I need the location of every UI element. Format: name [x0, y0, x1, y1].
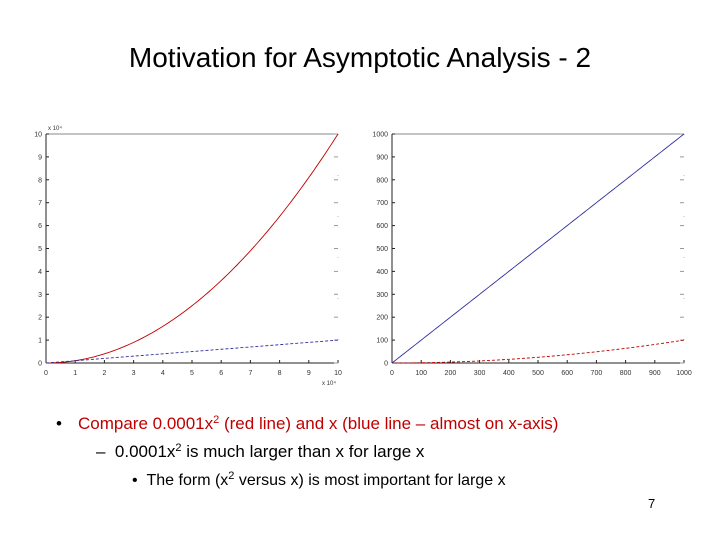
chart-right-ytick-label: 100: [376, 338, 388, 345]
chart-right-ytick-label: 400: [376, 269, 388, 276]
chart-left-svg: 0 1 2 3 4 5 6 7 8 9 10 0 1 2 3 4 5 6 7 8 9 10 x 10⁴ x 10⁴: [34, 125, 342, 387]
chart-left-ytick-label: 8: [38, 177, 42, 184]
bullet-1-sup: 2: [213, 414, 220, 426]
slide-title: Motivation for Asymptotic Analysis - 2: [128, 42, 592, 73]
bullet-2-sup: 2: [175, 442, 182, 454]
chart-right-ytick-label: 0: [384, 361, 388, 368]
chart-left: 0 1 2 3 4 5 6 7 8 9 10 0 1 2 3 4 5 6 7 8 9 10 x 10⁴ x 10⁴: [28, 120, 348, 395]
chart-left-ytick-label: 9: [38, 154, 42, 161]
bullet-3: • The form (x2 versus x) is most importa…: [132, 470, 506, 490]
chart-right-ytick-label: 600: [376, 223, 388, 230]
slide-number: 7: [648, 496, 656, 511]
bullet-3-marker: •: [132, 472, 138, 489]
chart-right-xtick-label: 800: [620, 370, 632, 377]
chart-left-xtick-label: 0: [44, 370, 48, 377]
chart-right-svg: 0 100 200 300 400 500 600 700 800 900 1000 0 100 200 3…: [372, 132, 692, 378]
chart-right-ytick-label: 800: [376, 177, 388, 184]
chart-right-xtick-label: 200: [445, 370, 457, 377]
chart-right-series-x-line: [391, 133, 685, 364]
chart-right-xtick-label: 600: [561, 370, 573, 377]
chart-right-xtick-label: 1000: [676, 370, 692, 377]
chart-right: 0 100 200 300 400 500 600 700 800 900 1000 0 100 200 3…: [368, 120, 698, 395]
chart-right-ytick-label: 500: [376, 246, 388, 253]
bullet-1-text-a: Compare 0.0001x: [78, 414, 214, 433]
chart-right-xtick-label: 0: [390, 370, 394, 377]
chart-right-ytick-label: 900: [376, 154, 388, 161]
chart-right-xtick-label: 300: [474, 370, 486, 377]
chart-left-ytick-label: 6: [38, 223, 42, 230]
bullet-2-marker: –: [96, 442, 106, 461]
bullet-3-text-b: versus x) is most important for large x: [234, 472, 506, 489]
chart-left-ytick-label: 1: [38, 338, 42, 345]
bullet-1-marker: •: [56, 414, 62, 433]
chart-right-ytick-label: 700: [376, 200, 388, 207]
bullet-3-sup: 2: [228, 470, 235, 482]
chart-right-xtick-label: 100: [415, 370, 427, 377]
chart-left-ytick-label: 5: [38, 246, 42, 253]
chart-left-series-x-squared-line: [45, 133, 339, 364]
chart-left-ytick-label: 10: [34, 132, 42, 139]
bullet-1: • Compare 0.0001x2 (red line) and x (blue…: [56, 414, 558, 434]
bullet-2-text-b: is much larger than x for large x: [181, 442, 425, 461]
chart-right-ytick-label: 200: [376, 315, 388, 322]
chart-right-xtick-label: 900: [649, 370, 661, 377]
chart-left-xtick-label: 10: [334, 370, 342, 377]
chart-left-xtick-label: 7: [248, 370, 252, 377]
chart-right-xtick-label: 500: [532, 370, 544, 377]
chart-left-xtick-label: 8: [278, 370, 282, 377]
chart-left-xtick-label: 3: [132, 370, 136, 377]
chart-right-xtick-label: 400: [503, 370, 515, 377]
chart-left-xtick-label: 1: [73, 370, 77, 377]
chart-right-series-x-squared-line: [392, 339, 685, 364]
chart-left-xtick-label: 5: [190, 370, 194, 377]
chart-left-y-exponent: x 10⁴: [48, 125, 62, 132]
chart-left-ytick-label: 0: [38, 361, 42, 368]
chart-left-ytick-label: 7: [38, 200, 42, 207]
chart-left-series-x-line: [45, 339, 339, 364]
chart-left-xtick-label: 2: [102, 370, 106, 377]
bullet-3-text-a: The form (x: [146, 472, 229, 489]
chart-left-x-exponent: x 10⁴: [322, 380, 336, 387]
chart-left-xtick-label: 4: [161, 370, 165, 377]
chart-left-ytick-label: 2: [38, 315, 42, 322]
chart-left-ytick-label: 4: [38, 269, 42, 276]
chart-right-xtick-label: 700: [591, 370, 603, 377]
bullet-2-text-a: 0.0001x: [114, 442, 176, 461]
chart-right-ytick-label: 1000: [372, 132, 388, 139]
chart-left-ytick-label: 3: [38, 292, 42, 299]
chart-left-xtick-label: 9: [307, 370, 311, 377]
bullet-1-text-b: (red line) and x (blue line – almost on …: [219, 414, 559, 433]
chart-left-xtick-label: 6: [219, 370, 223, 377]
bullet-2: – 0.0001x2 is much larger than x for lar…: [96, 442, 424, 462]
chart-right-ytick-label: 300: [376, 292, 388, 299]
